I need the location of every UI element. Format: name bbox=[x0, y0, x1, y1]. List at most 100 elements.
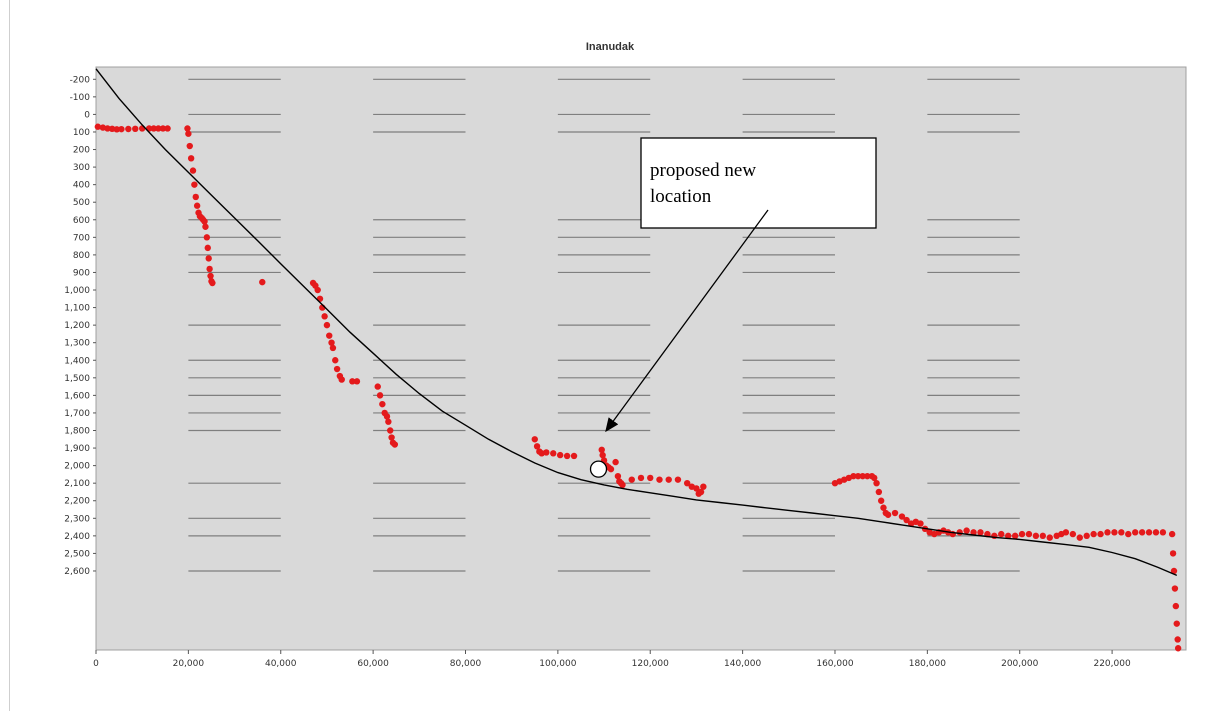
data-point bbox=[138, 125, 146, 132]
y-tick-label: 500 bbox=[73, 198, 90, 208]
data-point bbox=[612, 458, 619, 466]
y-tick-label: 2,400 bbox=[64, 532, 90, 542]
callout-box bbox=[640, 137, 877, 229]
data-point bbox=[854, 472, 862, 480]
data-point bbox=[104, 125, 111, 132]
page-left-rule bbox=[9, 0, 10, 711]
data-point bbox=[637, 474, 645, 482]
data-point bbox=[614, 472, 622, 480]
scatter-series bbox=[94, 123, 1182, 652]
x-tick-label: 40,000 bbox=[265, 659, 297, 669]
data-point bbox=[204, 244, 211, 252]
data-point bbox=[963, 527, 970, 534]
data-point bbox=[1173, 620, 1180, 627]
data-point bbox=[1138, 529, 1146, 536]
data-point bbox=[599, 451, 606, 459]
data-point bbox=[94, 123, 102, 130]
y-tick-label: 400 bbox=[73, 181, 90, 191]
data-point bbox=[1118, 529, 1125, 536]
y-tick-label: -200 bbox=[70, 75, 91, 85]
x-tick-label: 160,000 bbox=[816, 659, 853, 669]
y-tick-label: 900 bbox=[73, 268, 90, 278]
x-tick-label: 100,000 bbox=[539, 659, 576, 669]
data-point bbox=[683, 479, 691, 487]
data-point bbox=[321, 313, 328, 320]
data-point bbox=[550, 450, 557, 457]
y-tick-label: 800 bbox=[73, 251, 90, 261]
data-point bbox=[379, 400, 386, 408]
data-point bbox=[864, 472, 871, 480]
data-point bbox=[155, 125, 162, 132]
data-point bbox=[207, 272, 214, 280]
y-tick-label: 200 bbox=[73, 146, 90, 156]
data-point bbox=[697, 488, 705, 496]
y-tick-label: 1,300 bbox=[64, 339, 90, 349]
y-tick-label: 100 bbox=[73, 128, 90, 138]
data-point bbox=[533, 443, 541, 450]
data-point bbox=[850, 472, 857, 480]
data-point bbox=[1083, 532, 1090, 540]
y-tick-label: 1,800 bbox=[64, 426, 90, 436]
data-point bbox=[391, 441, 399, 448]
data-point bbox=[132, 125, 139, 133]
data-point bbox=[113, 126, 120, 133]
data-point bbox=[956, 529, 963, 536]
y-tick-label: -100 bbox=[70, 93, 91, 103]
data-point bbox=[1168, 530, 1176, 538]
x-tick-label: 20,000 bbox=[173, 659, 205, 669]
data-point bbox=[1046, 534, 1053, 541]
data-point bbox=[333, 365, 341, 373]
data-point bbox=[1062, 529, 1070, 536]
data-point bbox=[700, 483, 707, 490]
data-point bbox=[1011, 532, 1019, 540]
data-point bbox=[201, 218, 208, 225]
data-point bbox=[1097, 530, 1104, 538]
data-point bbox=[388, 434, 395, 441]
data-point bbox=[598, 446, 605, 454]
data-point bbox=[1004, 532, 1012, 540]
data-point bbox=[1169, 550, 1177, 557]
data-point bbox=[875, 488, 883, 496]
y-tick-label: 300 bbox=[73, 163, 90, 173]
data-point bbox=[1069, 530, 1077, 538]
y-tick-label: 1,400 bbox=[64, 356, 90, 366]
data-point bbox=[1171, 585, 1179, 592]
data-point bbox=[880, 504, 887, 511]
data-point bbox=[323, 321, 331, 329]
x-tick-label: 200,000 bbox=[1001, 659, 1038, 669]
y-tick-label: 600 bbox=[73, 216, 90, 226]
data-point bbox=[1032, 532, 1040, 540]
y-tick-label: 1,700 bbox=[64, 409, 90, 419]
x-tick-label: 120,000 bbox=[632, 659, 669, 669]
callout-text-line: location bbox=[650, 186, 712, 207]
y-tick-label: 1,600 bbox=[64, 391, 90, 401]
data-point bbox=[349, 378, 356, 385]
trend-line-series bbox=[95, 68, 1178, 577]
data-point bbox=[193, 202, 201, 209]
data-point bbox=[203, 234, 211, 241]
data-point bbox=[202, 223, 209, 230]
data-point bbox=[332, 357, 339, 364]
data-point bbox=[665, 476, 672, 483]
chart-title: Inanudak bbox=[586, 41, 635, 53]
data-point bbox=[563, 452, 571, 460]
data-point bbox=[917, 520, 924, 527]
data-point bbox=[1159, 529, 1167, 536]
data-point bbox=[619, 481, 626, 489]
data-point bbox=[898, 513, 906, 520]
data-point bbox=[329, 344, 337, 352]
data-point bbox=[970, 529, 977, 536]
data-point bbox=[186, 142, 193, 150]
data-point bbox=[1174, 636, 1181, 643]
y-tick-label: 700 bbox=[73, 233, 90, 243]
y-tick-label: 2,600 bbox=[64, 567, 90, 577]
data-point bbox=[1111, 529, 1118, 536]
y-tick-label: 0 bbox=[84, 110, 90, 120]
data-point bbox=[1131, 529, 1139, 536]
data-point bbox=[1039, 532, 1047, 540]
data-point bbox=[674, 476, 682, 483]
data-point bbox=[1170, 567, 1178, 575]
data-point bbox=[259, 278, 266, 286]
y-tick-label: 1,200 bbox=[64, 321, 90, 331]
